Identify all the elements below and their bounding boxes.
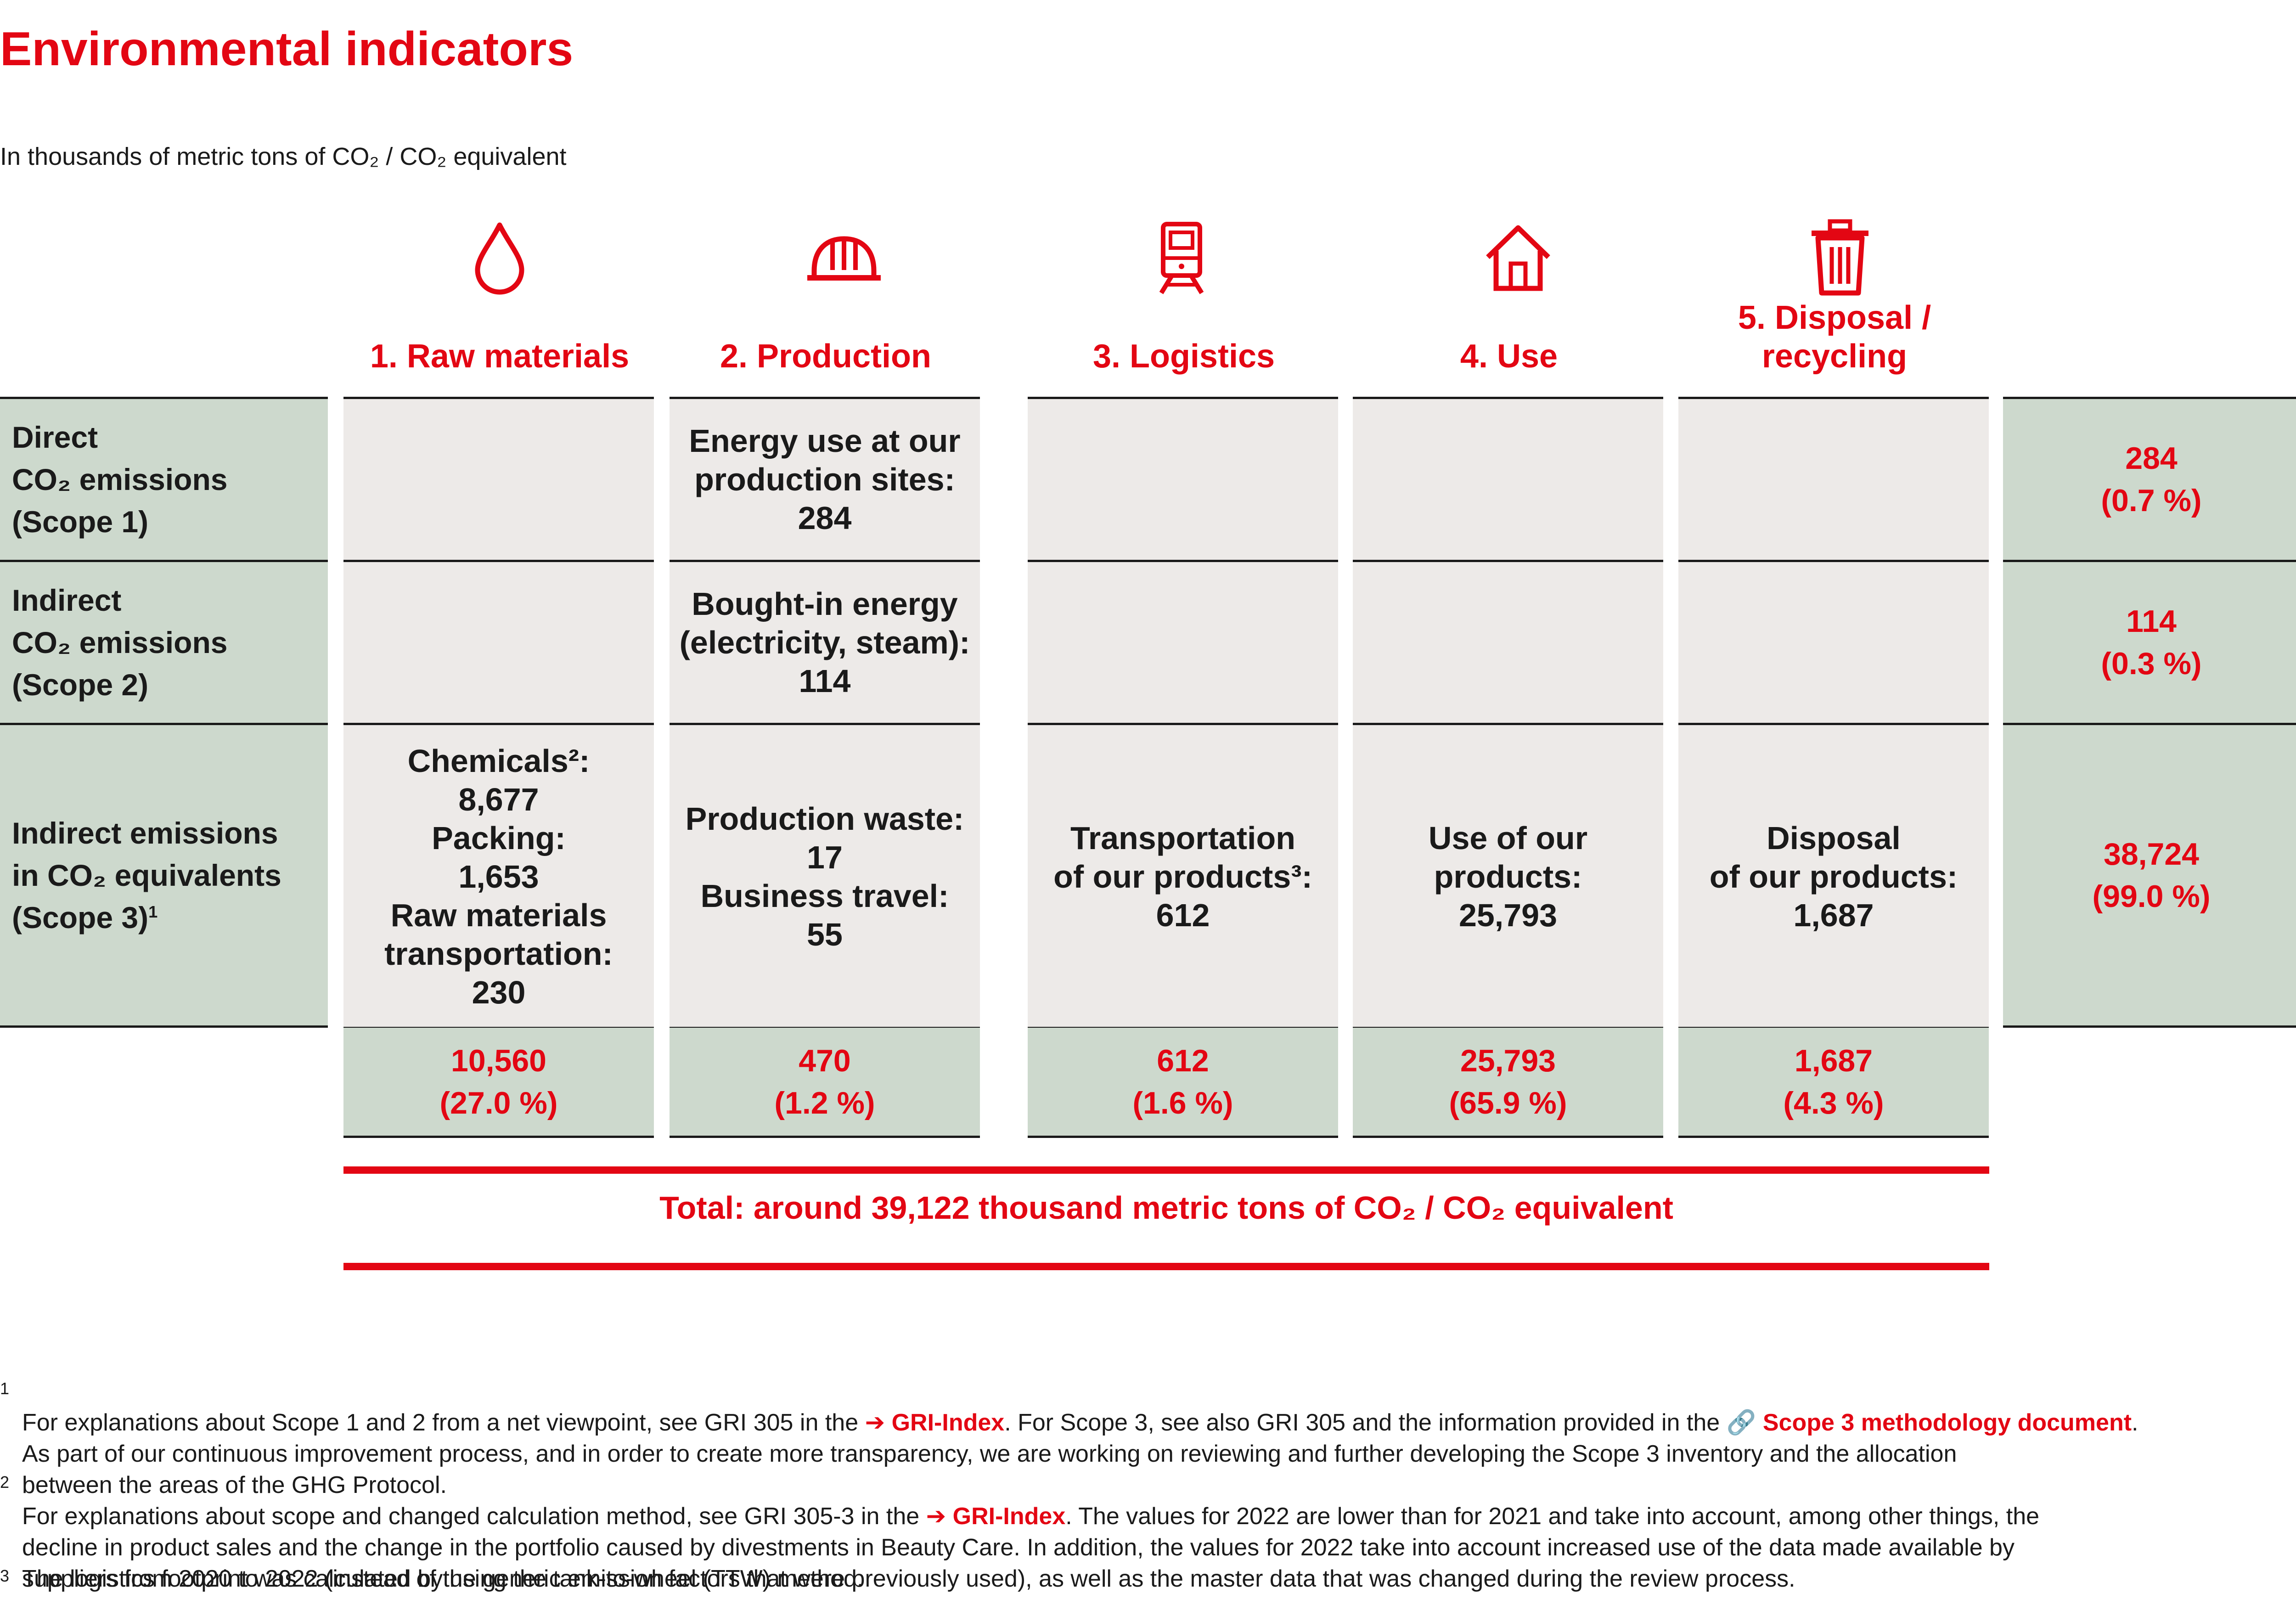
- column-header-use: 4. Use: [1460, 338, 1558, 375]
- total-bottom-rule: [343, 1263, 1989, 1270]
- page-title: Environmental indicators: [0, 23, 574, 76]
- footnote-number: 1: [0, 1379, 10, 1398]
- row-header-scope3-label: Indirect emissions in CO₂ equivalents (S…: [12, 816, 281, 935]
- column-header-disposal: 5. Disposal / recycling: [1738, 299, 1931, 375]
- footnote-text: For explanations about scope and changed…: [22, 1503, 926, 1530]
- column-header-logistics: 3. Logistics: [1092, 338, 1275, 375]
- row-total-scope3: 38,724 (99.0 %): [2003, 723, 2296, 1028]
- column-header-production: 2. Production: [720, 338, 932, 375]
- train-icon: [1145, 216, 1218, 298]
- gri-index-link-label: GRI-Index: [952, 1503, 1066, 1530]
- cell-scope2-raw-materials: [343, 560, 654, 723]
- unit-subtitle: In thousands of metric tons of CO₂ / CO₂…: [0, 143, 567, 170]
- arrow-right-icon: ➔: [865, 1409, 892, 1436]
- footnote-text: The logistics footprint was calculated b…: [22, 1565, 864, 1592]
- cell-scope3-disposal: Disposal of our products: 1,687: [1678, 723, 1989, 1028]
- footnote-number: 3: [0, 1566, 10, 1585]
- footnote-3: 3 The logistics footprint was calculated…: [0, 1563, 2296, 1594]
- cell-scope1-disposal: [1678, 397, 1989, 560]
- row-header-scope3: Indirect emissions in CO₂ equivalents (S…: [0, 723, 328, 1028]
- cell-scope2-disposal: [1678, 560, 1989, 723]
- chain-link-icon: 🔗: [1726, 1409, 1763, 1436]
- grand-total: Total: around 39,122 thousand metric ton…: [659, 1190, 1673, 1226]
- gri-index-link[interactable]: ➔ GRI-Index: [926, 1503, 1066, 1530]
- hard-hat-icon: [805, 216, 883, 298]
- cell-scope3-use: Use of our products: 25,793: [1353, 723, 1663, 1028]
- scope3-methodology-link[interactable]: 🔗 Scope 3 methodology document: [1727, 1409, 2132, 1436]
- footnote-1: 1 For explanations about Scope 1 and 2 f…: [0, 1376, 2296, 1498]
- total-top-rule: [343, 1166, 1989, 1174]
- cell-scope1-logistics: [1028, 397, 1338, 560]
- column-header-raw-materials: 1. Raw materials: [370, 338, 630, 375]
- trash-bin-icon: [1803, 216, 1877, 298]
- footnote-ref: 1: [148, 902, 158, 921]
- column-total-use: 25,793 (65.9 %): [1353, 1028, 1663, 1138]
- column-total-logistics: 612 (1.6 %): [1028, 1028, 1338, 1138]
- drop-icon: [463, 216, 536, 298]
- footnote-number: 2: [0, 1473, 10, 1492]
- cell-scope2-use: [1353, 560, 1663, 723]
- arrow-right-icon: ➔: [926, 1503, 953, 1530]
- gri-index-link-label: GRI-Index: [891, 1409, 1005, 1436]
- cell-scope1-use: [1353, 397, 1663, 560]
- footnote-2: 2 For explanations about scope and chang…: [0, 1470, 2296, 1592]
- column-total-disposal: 1,687 (4.3 %): [1678, 1028, 1989, 1138]
- footnote-text: . As part of our continuous improvement …: [22, 1409, 2138, 1498]
- row-total-scope2: 114 (0.3 %): [2003, 560, 2296, 723]
- cell-scope3-production: Production waste: 17 Business travel: 55: [670, 723, 980, 1028]
- cell-scope2-logistics: [1028, 560, 1338, 723]
- scope3-methodology-link-label: Scope 3 methodology document: [1762, 1409, 2132, 1436]
- footnote-text: For explanations about Scope 1 and 2 fro…: [22, 1409, 865, 1436]
- row-header-scope1: Direct CO₂ emissions (Scope 1): [0, 397, 328, 560]
- footnote-text: . The values for 2022 are lower than for…: [22, 1503, 2040, 1592]
- footnote-text: . For Scope 3, see also GRI 305 and the …: [1004, 1409, 1727, 1436]
- column-total-raw-materials: 10,560 (27.0 %): [343, 1028, 654, 1138]
- cell-scope2-production: Bought-in energy (electricity, steam): 1…: [670, 560, 980, 723]
- cell-scope3-logistics: Transportation of our products³: 612: [1028, 723, 1338, 1028]
- row-header-scope2: Indirect CO₂ emissions (Scope 2): [0, 560, 328, 723]
- house-icon: [1481, 216, 1555, 298]
- column-total-production: 470 (1.2 %): [670, 1028, 980, 1138]
- row-total-scope1: 284 (0.7 %): [2003, 397, 2296, 560]
- cell-scope1-production: Energy use at our production sites: 284: [670, 397, 980, 560]
- gri-index-link[interactable]: ➔ GRI-Index: [865, 1409, 1005, 1436]
- cell-scope1-raw-materials: [343, 397, 654, 560]
- cell-scope3-raw-materials: Chemicals²: 8,677 Packing: 1,653 Raw mat…: [343, 723, 654, 1028]
